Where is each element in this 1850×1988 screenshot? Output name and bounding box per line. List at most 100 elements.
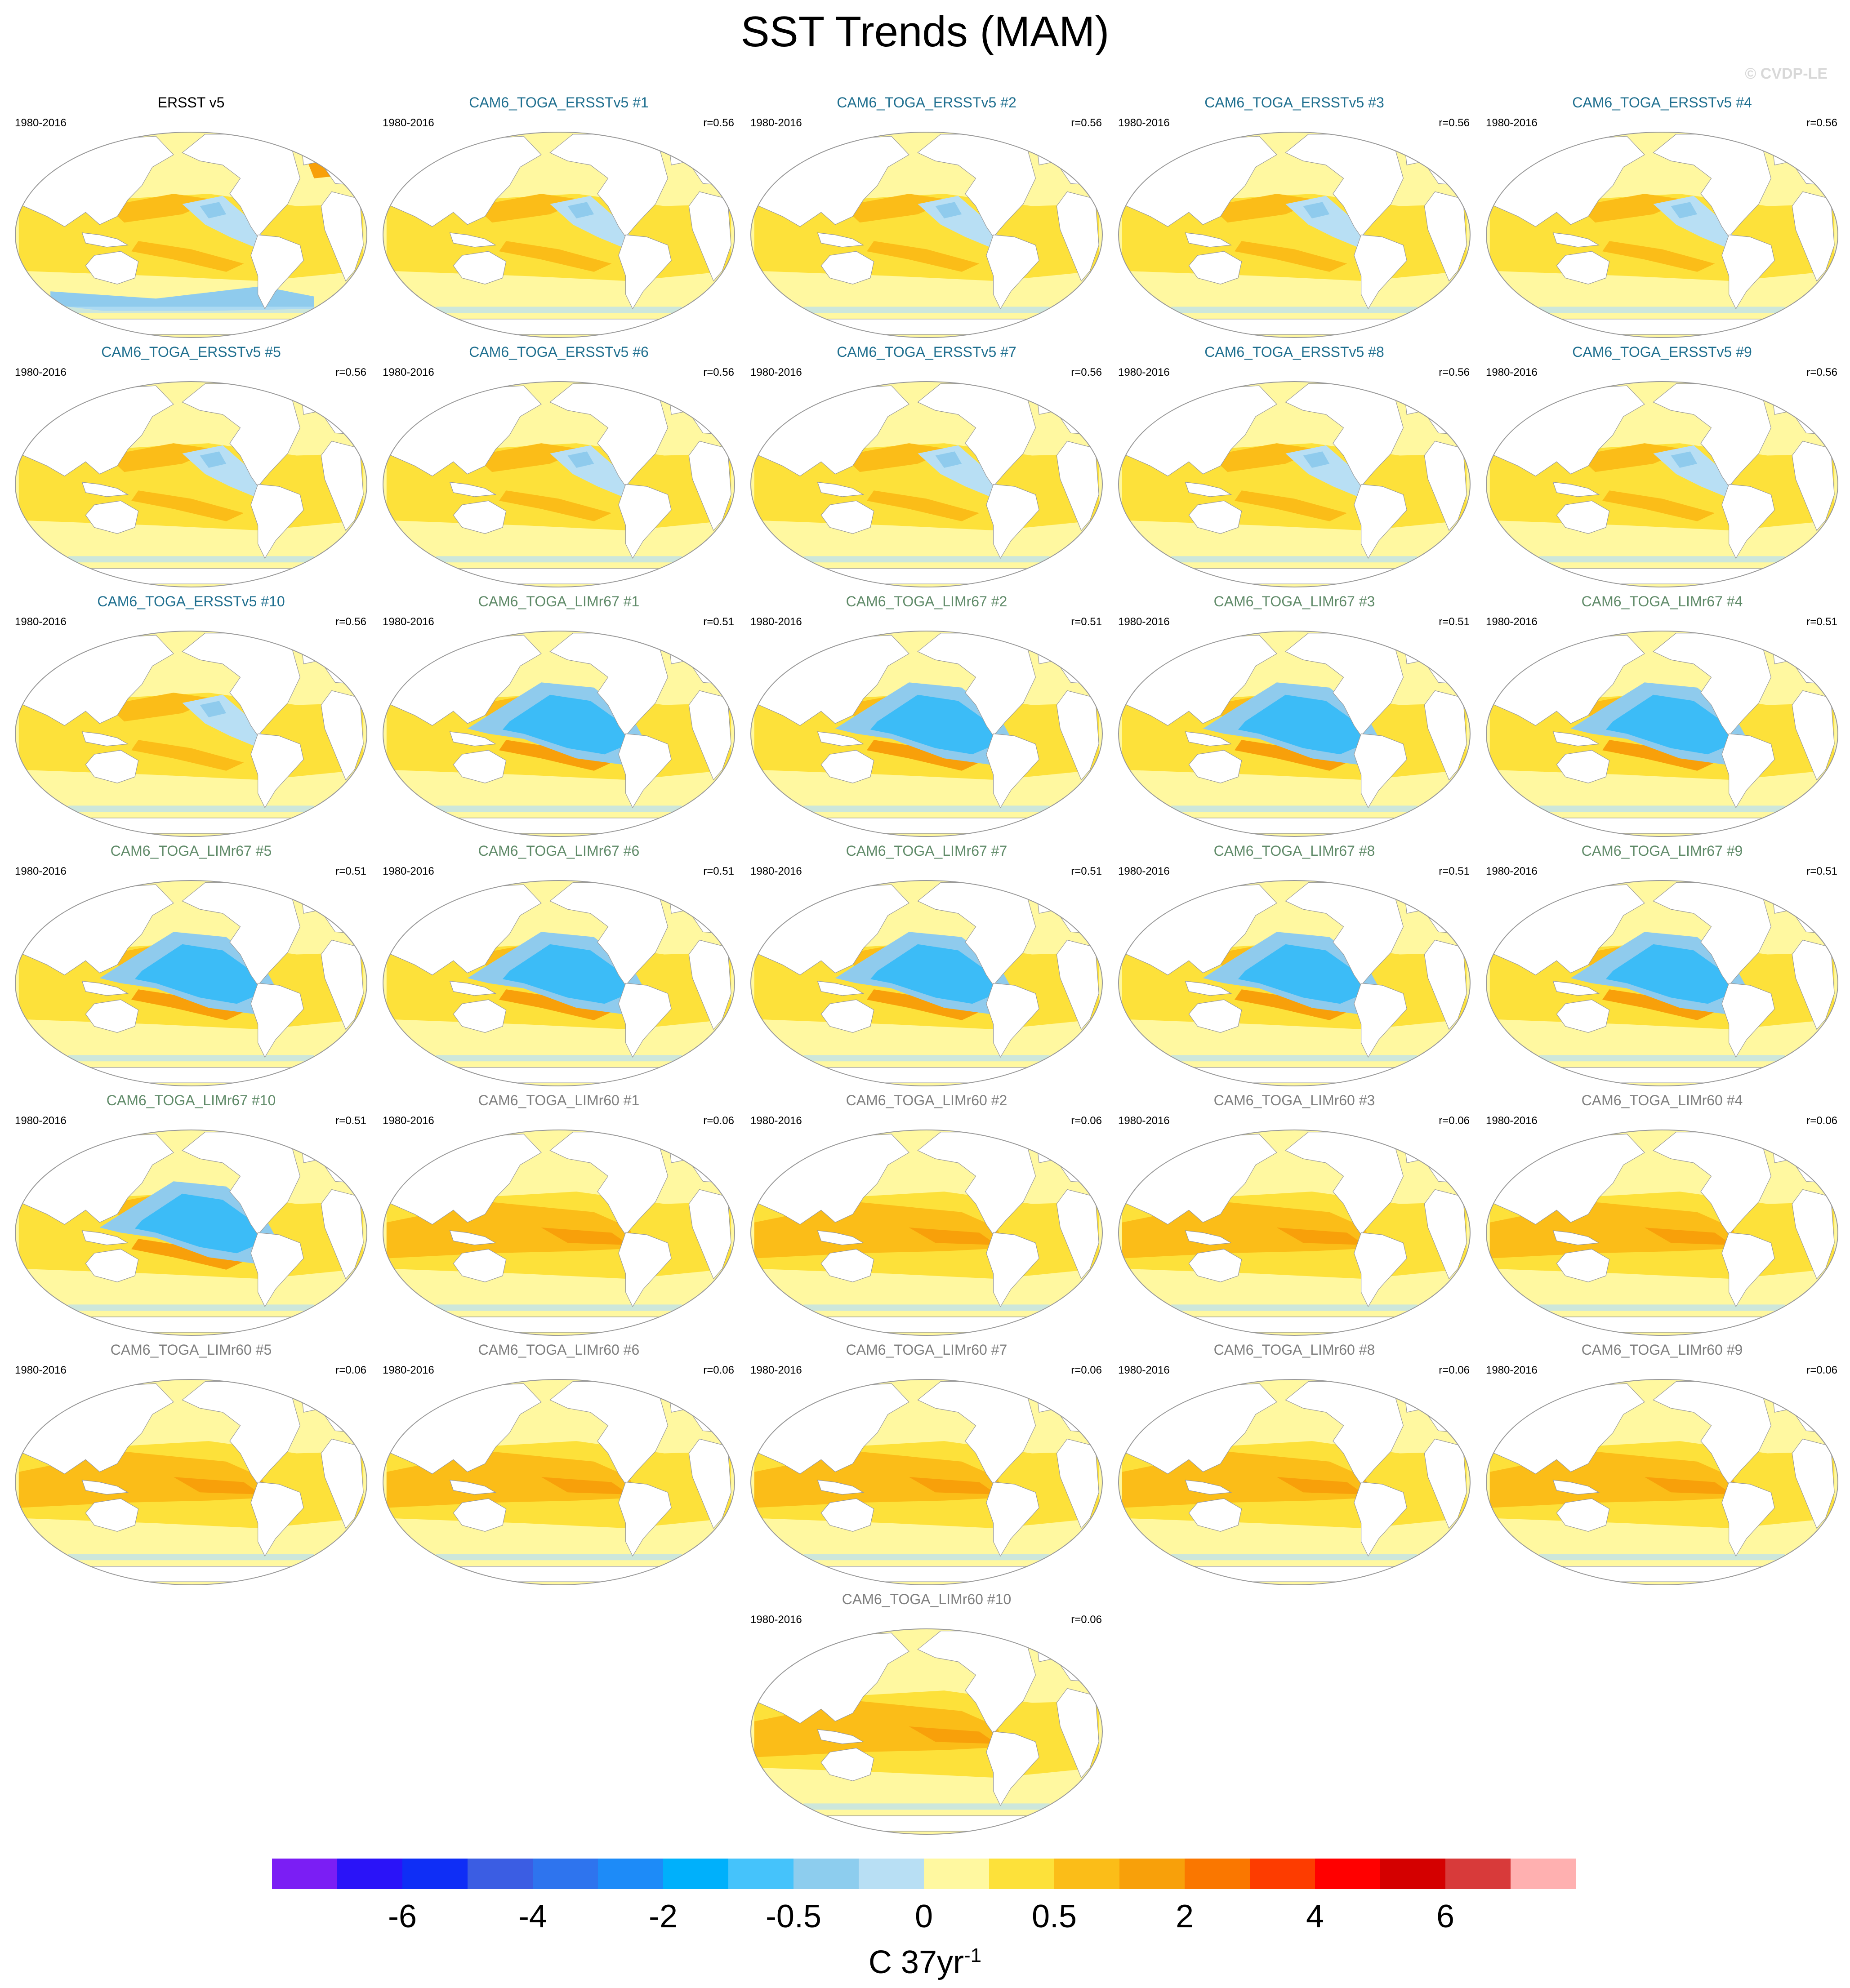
southern-ocean-streaks: [436, 307, 682, 313]
panel-correlation: r=0.51: [703, 865, 734, 877]
land-north-america: [1285, 134, 1404, 238]
map-panel: CAM6_TOGA_LIMr60 #8 1980-2016 r=0.06: [1110, 1342, 1479, 1591]
land-australia: [820, 750, 874, 783]
map-outline: [1486, 381, 1838, 587]
land-africa: [688, 191, 731, 282]
southern-ocean-streaks: [803, 1304, 1050, 1311]
land-australia: [85, 750, 139, 783]
warm-anomaly-core: [754, 1451, 1006, 1508]
land-south-america: [1721, 733, 1775, 809]
land-antarctica: [67, 1067, 315, 1083]
warm-anomaly-south: [1602, 490, 1715, 521]
land-antarctica: [1170, 818, 1418, 834]
sst-trend-map: [383, 631, 735, 837]
land-greenland: [299, 1381, 332, 1413]
map-panel: CAM6_TOGA_LIMr67 #1 1980-2016 r=0.51: [374, 593, 743, 843]
sst-field: [1486, 631, 1838, 836]
map-panel: CAM6_TOGA_LIMr60 #2 1980-2016 r=0.06: [742, 1092, 1111, 1342]
sst-trend-map: [1118, 1379, 1471, 1585]
panel-period: 1980-2016: [750, 1364, 802, 1376]
map-outline: [1486, 132, 1838, 338]
warm-anomaly-south: [1235, 241, 1347, 272]
land-south-america: [1354, 733, 1407, 809]
panel-title: CAM6_TOGA_LIMr67 #5: [110, 843, 272, 859]
land-antarctica: [1170, 1566, 1418, 1582]
land-south-america: [618, 1481, 672, 1557]
panel-period: 1980-2016: [15, 865, 67, 877]
sst-trend-map: [750, 1379, 1103, 1585]
land-south-america: [618, 983, 672, 1058]
panel-period: 1980-2016: [383, 366, 434, 378]
panel-title: CAM6_TOGA_LIMr60 #5: [110, 1342, 272, 1358]
southern-ocean-streaks: [436, 1304, 682, 1311]
land-africa: [1424, 690, 1467, 781]
land-south-america: [1354, 1481, 1407, 1557]
warm-anomaly-peak: [909, 1477, 997, 1494]
land-antarctica: [435, 319, 683, 335]
panel-period: 1980-2016: [750, 117, 802, 129]
map-outline: [750, 880, 1103, 1086]
land-greenland: [1035, 1381, 1068, 1413]
panel-period: 1980-2016: [383, 117, 434, 129]
land-north-america: [917, 383, 1036, 487]
land-antarctica: [1538, 1067, 1786, 1083]
land-africa: [1424, 1189, 1467, 1280]
land-greenland: [1035, 1131, 1068, 1163]
land-antarctica: [67, 1566, 315, 1582]
panel-title: CAM6_TOGA_LIMr60 #10: [842, 1591, 1012, 1607]
sst-field: [1119, 382, 1470, 587]
land-north-america: [1653, 383, 1772, 487]
land-north-america: [1285, 633, 1404, 737]
map-panel: CAM6_TOGA_LIMr60 #1 1980-2016 r=0.06: [374, 1092, 743, 1342]
land-antarctica: [1170, 319, 1418, 335]
map-outline: [15, 381, 367, 587]
cool-anomaly-core: [200, 202, 227, 218]
map-outline: [1118, 132, 1471, 338]
panel-correlation: r=0.56: [1439, 366, 1470, 378]
sst-field: [383, 881, 735, 1086]
land-south-america: [250, 234, 304, 310]
land-maritime-continent: [1185, 482, 1232, 497]
sst-field: [1486, 382, 1838, 587]
southern-ocean-streaks: [1171, 556, 1418, 563]
panel-period: 1980-2016: [1486, 1364, 1538, 1376]
southern-ocean-streaks: [1171, 1304, 1418, 1311]
land-greenland: [1403, 133, 1435, 165]
sst-trend-map: [1118, 381, 1471, 587]
panel-period: 1980-2016: [1486, 865, 1538, 877]
credit-label: © CVDP-LE: [1745, 65, 1828, 82]
cool-anomaly-core: [870, 694, 997, 755]
map-panel: ERSST v5 1980-2016: [7, 94, 375, 344]
land-australia: [85, 999, 139, 1033]
land-africa: [321, 690, 364, 781]
sst-trend-map: [1486, 132, 1838, 338]
southern-ocean-streaks: [1539, 307, 1785, 313]
warm-anomaly-peak: [173, 1477, 262, 1494]
land-south-america: [986, 484, 1039, 559]
land-australia: [1556, 251, 1610, 285]
sst-trend-map: [383, 1379, 735, 1585]
land-south-america: [1354, 983, 1407, 1058]
sst-trend-map: [1118, 132, 1471, 338]
land-greenland: [299, 882, 332, 914]
land-south-america: [250, 484, 304, 559]
land-greenland: [1403, 1381, 1435, 1413]
warm-anomaly-core: [386, 1201, 638, 1259]
southern-ocean-streaks: [68, 1055, 314, 1062]
warm-anomaly-peak: [541, 1227, 629, 1245]
land-australia: [1188, 999, 1242, 1033]
map-panel-grid: ERSST v5 1980-2016 CAM6_TOGA_ERSSTv5 #1 198…: [7, 94, 1838, 1835]
map-outline: [383, 132, 735, 338]
sst-trend-map: [1486, 880, 1838, 1086]
warm-anomaly-north: [474, 443, 584, 472]
warm-anomaly-core: [1489, 1201, 1741, 1259]
map-outline: [15, 631, 367, 837]
land-africa: [1056, 690, 1099, 781]
cool-anomaly-core: [502, 944, 629, 1004]
land-south-america: [1721, 484, 1775, 559]
land-north-america: [182, 1132, 301, 1236]
warm-anomaly-north: [842, 443, 951, 472]
land-africa: [1792, 440, 1835, 531]
land-africa: [688, 1189, 731, 1280]
land-africa: [1424, 191, 1467, 282]
